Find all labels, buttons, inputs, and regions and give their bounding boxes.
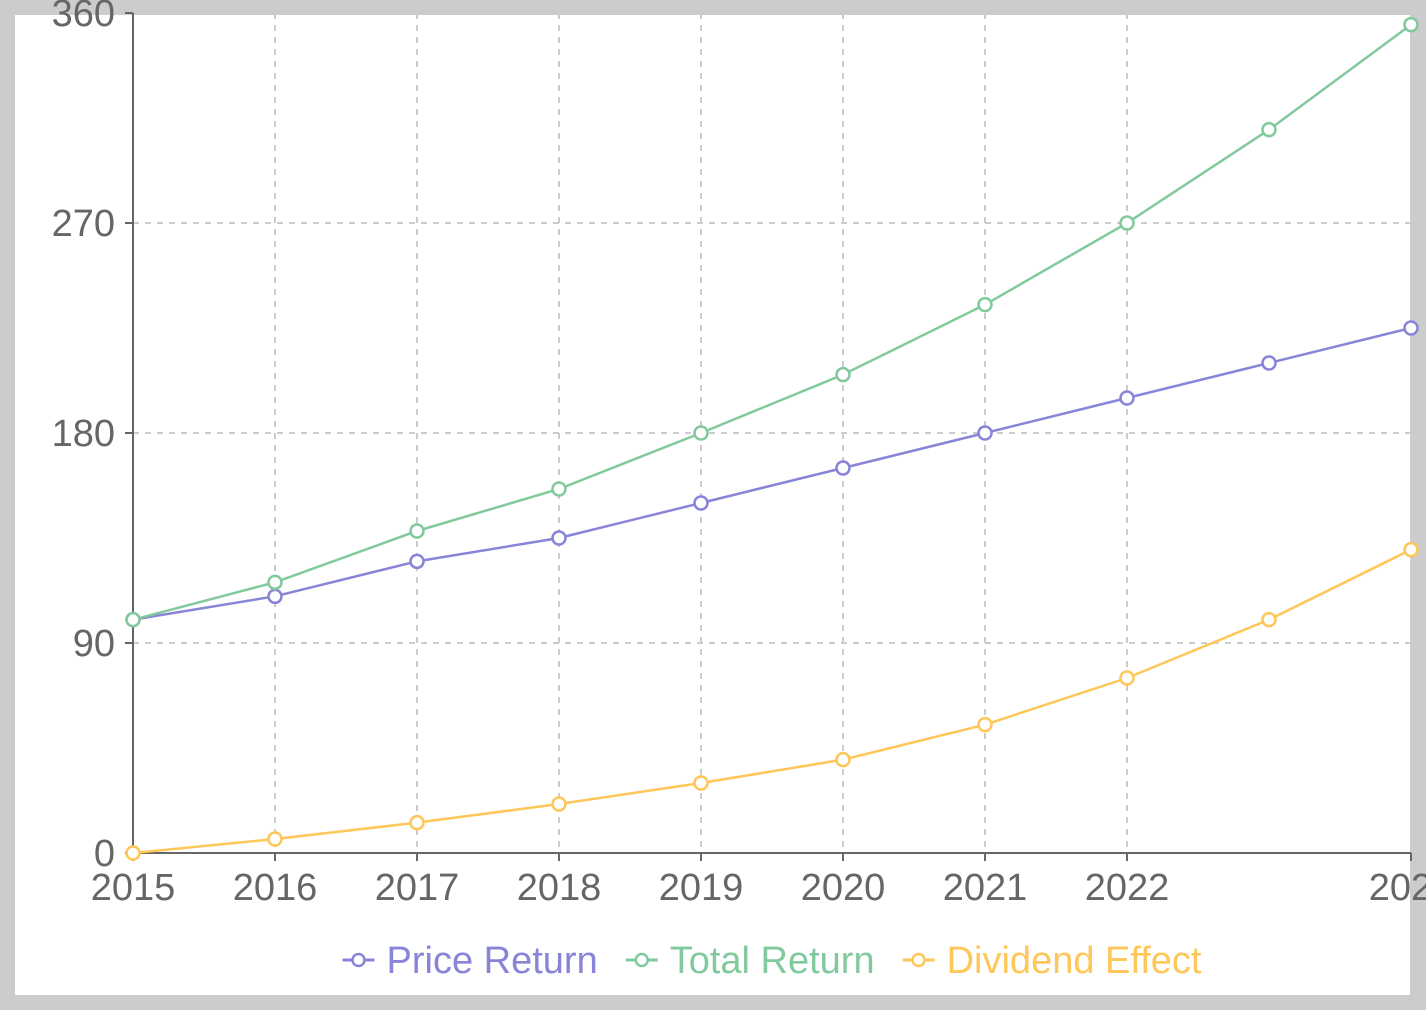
data-point <box>267 588 283 605</box>
data-point <box>835 460 851 476</box>
x-tick-label: 2020 <box>801 867 886 909</box>
data-point <box>977 296 993 313</box>
data-point <box>409 814 425 831</box>
data-point <box>267 574 283 591</box>
data-point <box>551 530 567 546</box>
data-point <box>267 831 283 847</box>
data-point <box>835 751 851 768</box>
data-point <box>409 553 425 570</box>
data-point <box>693 775 709 791</box>
y-tick-label: 180 <box>52 413 115 455</box>
series-line <box>132 326 1412 621</box>
x-tick-label: 2015 <box>91 867 176 909</box>
legend-marker <box>351 952 366 968</box>
x-tick-label: 2021 <box>943 867 1028 909</box>
data-point <box>1403 320 1419 336</box>
x-tick-label: 2018 <box>517 867 602 909</box>
legend-marker <box>911 952 926 968</box>
data-point <box>125 845 141 861</box>
series-line <box>132 23 1412 621</box>
data-point <box>551 481 567 497</box>
legend-label: Dividend Effect <box>947 940 1202 982</box>
data-point <box>1261 355 1277 371</box>
data-point <box>1403 16 1419 33</box>
data-point <box>693 495 709 511</box>
legend-label: Price Return <box>387 940 598 982</box>
x-tick-label: 2017 <box>375 867 460 909</box>
data-point <box>693 425 709 441</box>
data-point <box>835 366 851 383</box>
chart-panel <box>15 15 1410 995</box>
data-point <box>1119 670 1135 686</box>
x-tick-label: 2019 <box>659 867 744 909</box>
data-point <box>977 425 993 441</box>
data-point <box>977 716 993 733</box>
y-tick-label: 360 <box>52 0 115 35</box>
data-point <box>409 523 425 539</box>
legend: Price Return Total Return Dividend Effect <box>342 940 1202 982</box>
x-tick-label: 2024 <box>1369 867 1426 909</box>
x-tick-label: 2022 <box>1085 867 1170 909</box>
legend-marker <box>634 952 649 968</box>
legend-item: Dividend Effect <box>902 940 1202 982</box>
y-tick-label: 90 <box>73 623 115 665</box>
legend-label: Total Return <box>670 940 875 982</box>
y-tick-label: 0 <box>94 833 115 875</box>
data-point <box>1119 390 1135 406</box>
y-tick-label: 270 <box>52 203 115 245</box>
data-point <box>1119 215 1135 231</box>
x-tick-label: 2016 <box>233 867 318 909</box>
legend-item: Price Return <box>342 940 598 982</box>
data-point <box>125 611 141 628</box>
data-point <box>1403 541 1419 558</box>
series-line <box>132 548 1412 855</box>
data-point <box>1261 121 1277 138</box>
legend-item: Total Return <box>625 940 875 982</box>
data-point <box>1261 611 1277 628</box>
data-point <box>551 796 567 812</box>
